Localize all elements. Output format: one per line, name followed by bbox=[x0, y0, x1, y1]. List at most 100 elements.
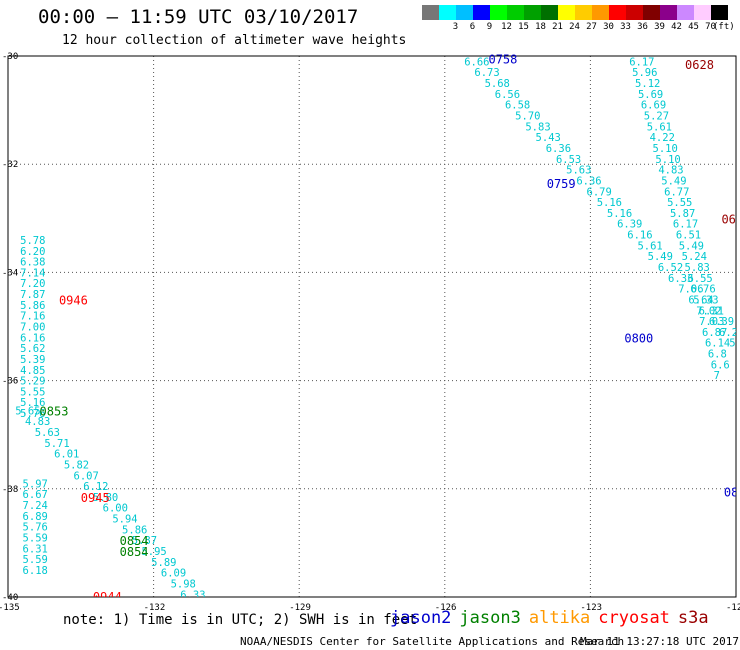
wave-height-value: 6.16 bbox=[627, 230, 652, 242]
wave-height-value: 5.87 bbox=[670, 208, 695, 220]
wave-height-value: 7.87 bbox=[20, 289, 45, 301]
legend-swatch bbox=[711, 5, 728, 20]
wave-height-value: 5.16 bbox=[607, 208, 632, 220]
pass-time-label: 0759 bbox=[547, 177, 576, 191]
wave-height-value: 6.87 bbox=[702, 327, 727, 339]
wave-height-value: 5.29 bbox=[20, 376, 45, 388]
wave-height-value: 5.49 bbox=[648, 251, 673, 263]
map-subtitle: 12 hour collection of altimeter wave hei… bbox=[62, 33, 407, 48]
wave-height-value: 6.67 bbox=[23, 489, 48, 501]
wave-height-value: 5.10 bbox=[655, 154, 680, 166]
wave-height-value: 5.16 bbox=[20, 397, 45, 409]
wave-height-value: 4.83 bbox=[25, 416, 50, 428]
legend-swatch bbox=[609, 5, 626, 20]
map-grid bbox=[7, 55, 737, 598]
legend-swatch bbox=[473, 5, 490, 20]
lat-tick-label: -32 bbox=[2, 160, 18, 170]
wave-height-value: 6.25 bbox=[719, 327, 740, 339]
wave-height-value: 7.20 bbox=[20, 278, 45, 290]
wave-height-value: 5.76 bbox=[20, 408, 45, 420]
satellite-legend: jason2 jason3 altika cryosat s3a bbox=[390, 608, 717, 628]
pass-time-label: 0946 bbox=[59, 293, 88, 307]
legend-label: 3 bbox=[452, 22, 459, 32]
wave-height-value: 6.31 bbox=[23, 543, 48, 555]
wave-height-value: 5.55 bbox=[667, 197, 692, 209]
pass-time-label: 0854 bbox=[120, 534, 149, 548]
legend-swatch bbox=[422, 5, 439, 20]
wave-height-value: 5.69 bbox=[638, 89, 663, 101]
wave-height-value: 6.20 bbox=[20, 246, 45, 258]
wave-height-value: 5.97 bbox=[23, 478, 48, 490]
wave-height-value: 6.09 bbox=[161, 568, 186, 580]
legend-swatch bbox=[626, 5, 643, 20]
wave-height-value: 6.53 bbox=[556, 154, 581, 166]
wave-height-value: 5.63 bbox=[35, 427, 60, 439]
pass-time-labels: 0758 0628 0759 0627 0800 0801 0946 0853 0945 0854… bbox=[40, 53, 736, 604]
legend-label: 27 bbox=[586, 22, 597, 32]
wave-height-value: 5.10 bbox=[653, 143, 678, 155]
wave-height-value: 5.59 bbox=[23, 554, 48, 566]
wave-height-value: 5.33 bbox=[693, 294, 718, 306]
generation-timestamp: Mar 11 13:27:18 UTC 2017 bbox=[580, 635, 739, 648]
wave-height-value: 7.14 bbox=[20, 267, 45, 279]
legend-label: 45 bbox=[688, 22, 699, 32]
wave-height-value: 6.52 bbox=[658, 262, 683, 274]
legend-swatch bbox=[507, 5, 524, 20]
satellite-name: altika bbox=[528, 608, 591, 628]
wave-height-value: 5.96 bbox=[632, 67, 657, 79]
satellite-name: jason2 bbox=[390, 608, 452, 628]
credit-line: NOAA/NESDIS Center for Satellite Applica… bbox=[240, 635, 625, 648]
wave-height-value: 5.83 bbox=[525, 121, 550, 133]
legend-label: 42 bbox=[671, 22, 682, 32]
wave-height-value: 6.36 bbox=[546, 143, 571, 155]
wave-height-value: 6.69 bbox=[641, 100, 666, 112]
pass-time-label: 0853 bbox=[40, 404, 69, 418]
wave-height-value: 5.78 bbox=[20, 235, 45, 247]
wave-height-value: 5.55 bbox=[20, 386, 45, 398]
wave-height-value: 5.94 bbox=[112, 514, 137, 526]
wave-height-value: 6.14 bbox=[705, 338, 730, 350]
map-title: 00:00 – 11:59 UTC 03/10/2017 bbox=[38, 6, 359, 28]
wave-height-value: 6.33 bbox=[668, 273, 693, 285]
legend-label: 39 bbox=[654, 22, 665, 32]
wave-height-value: 6.51 bbox=[676, 230, 701, 242]
lon-tick-label: -129 bbox=[289, 603, 311, 613]
legend-label: 33 bbox=[620, 22, 631, 32]
wave-height-value: 6.33 bbox=[180, 589, 205, 601]
lon-tick-label: -132 bbox=[144, 603, 166, 613]
wave-height-value: 6.36 bbox=[576, 175, 601, 187]
wave-height-value: 5.70 bbox=[515, 111, 540, 123]
legend-swatch bbox=[575, 5, 592, 20]
wave-height-value: 5.65 bbox=[15, 405, 40, 417]
wave-height-value: 5.82 bbox=[64, 459, 89, 471]
wave-height-value: 5.49 bbox=[661, 175, 686, 187]
legend-swatch bbox=[456, 5, 473, 20]
wave-height-value: 6.64 bbox=[688, 294, 713, 306]
wave-height-value: 6.31 bbox=[699, 305, 724, 317]
wave-height-value: 6.73 bbox=[474, 67, 499, 79]
legend-unit: (ft) bbox=[713, 22, 735, 32]
wave-height-value: 5.49 bbox=[679, 240, 704, 252]
wave-height-value: 5.86 bbox=[20, 300, 45, 312]
wave-height-value: 6.6 bbox=[711, 359, 730, 371]
satellite-name: cryosat bbox=[598, 608, 670, 628]
legend-swatch bbox=[660, 5, 677, 20]
altimeter-tracks: 6.666.735.686.566.585.705.835.436.366.53… bbox=[15, 56, 740, 601]
wave-height-value: 6.8 bbox=[708, 349, 727, 361]
wave-height-value: 5.86 bbox=[122, 524, 147, 536]
wave-height-value: 5.63 bbox=[566, 165, 591, 177]
wave-height-value: 5.76 bbox=[23, 522, 48, 534]
wave-height-value: 5.68 bbox=[485, 78, 510, 90]
pass-time-label: 0944 bbox=[93, 590, 122, 604]
lon-tick-label: -123 bbox=[580, 603, 602, 613]
wave-height-value: 7.03 bbox=[699, 316, 724, 328]
wave-height-value: 6.16 bbox=[20, 332, 45, 344]
wave-height-value: 6.76 bbox=[690, 284, 715, 296]
wave-height-value: 6.66 bbox=[464, 56, 489, 68]
map-axes: -135 -132 -129 -126 -123 -120 -30 -32 -34 -36 -38 -… bbox=[0, 52, 740, 613]
wave-height-value: 5.64 bbox=[729, 338, 740, 350]
wave-height-value: 5.27 bbox=[644, 111, 669, 123]
satellite-name: jason3 bbox=[459, 608, 521, 628]
wave-height-value: 5.43 bbox=[536, 132, 561, 144]
